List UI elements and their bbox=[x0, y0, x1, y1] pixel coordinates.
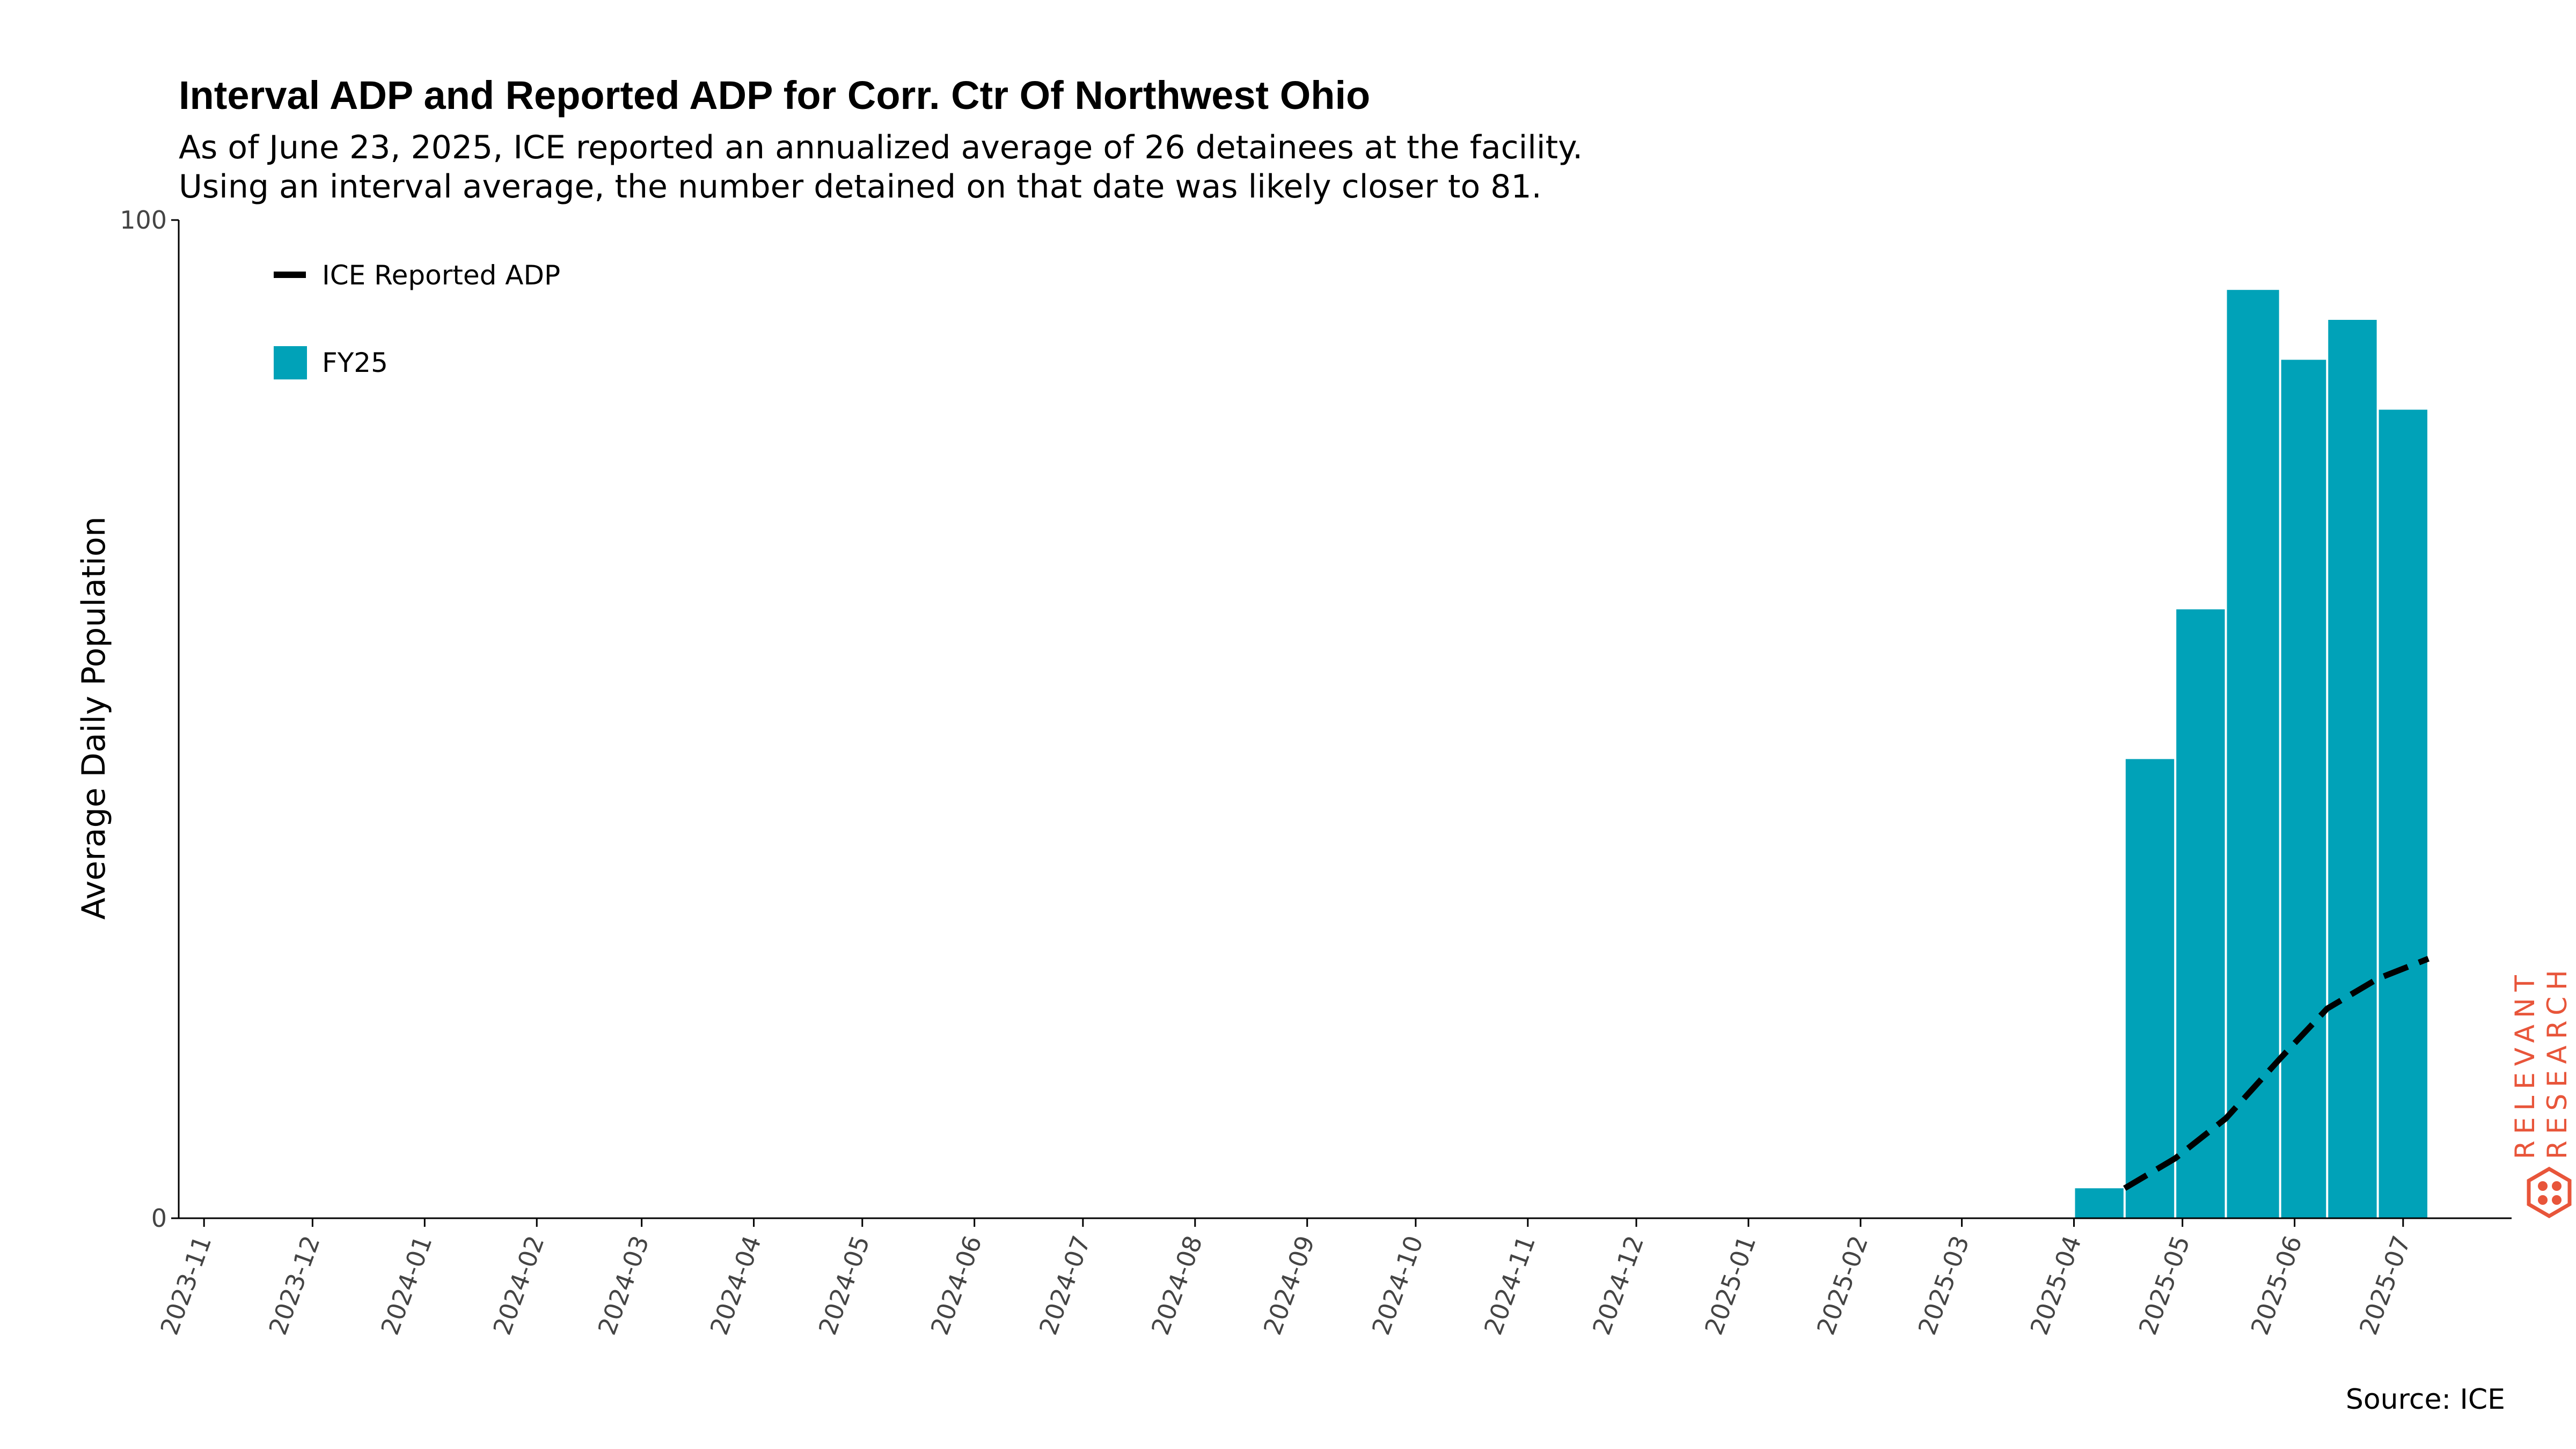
logo-hexagon-icon bbox=[2527, 1166, 2572, 1219]
y-ticks-group: 0 100 bbox=[120, 206, 179, 1233]
x-tick-label: 2024-02 bbox=[487, 1232, 550, 1338]
legend-bar-label: FY25 bbox=[322, 347, 388, 378]
source-note: Source: ICE bbox=[2346, 1384, 2505, 1416]
fy25-bar-4 bbox=[2227, 290, 2279, 1219]
y-axis-label: Average Daily Population bbox=[75, 516, 113, 920]
x-tick-label: 2025-01 bbox=[1699, 1232, 1761, 1338]
legend-bar-swatch bbox=[274, 346, 307, 379]
x-tick-label: 2024-11 bbox=[1479, 1232, 1541, 1338]
fy25-bar-3 bbox=[2176, 609, 2225, 1218]
x-tick-label: 2025-06 bbox=[2245, 1232, 2307, 1338]
legend-line-label: ICE Reported ADP bbox=[322, 260, 560, 291]
ice-reported-adp-line bbox=[2123, 956, 2430, 1191]
x-tick-label: 2024-04 bbox=[704, 1232, 766, 1338]
x-tick-label: 2024-10 bbox=[1366, 1232, 1429, 1338]
chart-title: Interval ADP and Reported ADP for Corr. … bbox=[179, 73, 1370, 118]
chart-subtitle-line-2: Using an interval average, the number de… bbox=[179, 168, 1542, 206]
chart-subtitle-line-1: As of June 23, 2025, ICE reported an ann… bbox=[179, 129, 1583, 166]
fy25-bar-7 bbox=[2379, 409, 2427, 1218]
y-tick-label: 100 bbox=[120, 206, 167, 235]
x-ticks-group: 2023-11 2023-12 2024-01 2024-02 2024-03 2024-… bbox=[155, 1218, 2416, 1338]
x-tick-label: 2025-05 bbox=[2133, 1232, 2196, 1338]
x-tick-label: 2024-01 bbox=[375, 1232, 437, 1338]
x-tick-label: 2024-03 bbox=[592, 1232, 655, 1338]
x-tick-label: 2024-09 bbox=[1258, 1232, 1320, 1338]
x-tick-label: 2025-03 bbox=[1912, 1232, 1974, 1338]
x-tick-label: 2024-06 bbox=[925, 1232, 987, 1338]
logo-text-line-1: RELEVANT bbox=[2509, 969, 2541, 1159]
x-tick-label: 2024-08 bbox=[1146, 1232, 1208, 1338]
fy25-bar-2 bbox=[2125, 759, 2175, 1218]
x-tick-label: 2023-12 bbox=[263, 1232, 325, 1338]
x-tick-label: 2025-04 bbox=[2024, 1232, 2087, 1338]
x-tick-label: 2024-12 bbox=[1587, 1232, 1649, 1338]
x-tick-label: 2023-11 bbox=[155, 1232, 217, 1338]
fy25-bar-6 bbox=[2328, 320, 2377, 1218]
legend: ICE Reported ADP FY25 bbox=[274, 260, 560, 379]
bars-group bbox=[2075, 290, 2427, 1219]
logo-text-line-2: RESEARCH bbox=[2542, 963, 2573, 1159]
x-tick-label: 2025-07 bbox=[2354, 1232, 2416, 1338]
fy25-bar-1 bbox=[2075, 1188, 2124, 1218]
fy25-bar-5 bbox=[2281, 360, 2326, 1218]
reported-adp-line-group bbox=[2123, 956, 2430, 1191]
x-tick-label: 2024-05 bbox=[813, 1232, 875, 1338]
relevant-research-logo: RELEVANT RESEARCH bbox=[2509, 963, 2573, 1219]
x-tick-label: 2025-02 bbox=[1811, 1232, 1874, 1338]
x-tick-label: 2024-07 bbox=[1034, 1232, 1096, 1338]
y-tick-label: 0 bbox=[151, 1204, 167, 1233]
